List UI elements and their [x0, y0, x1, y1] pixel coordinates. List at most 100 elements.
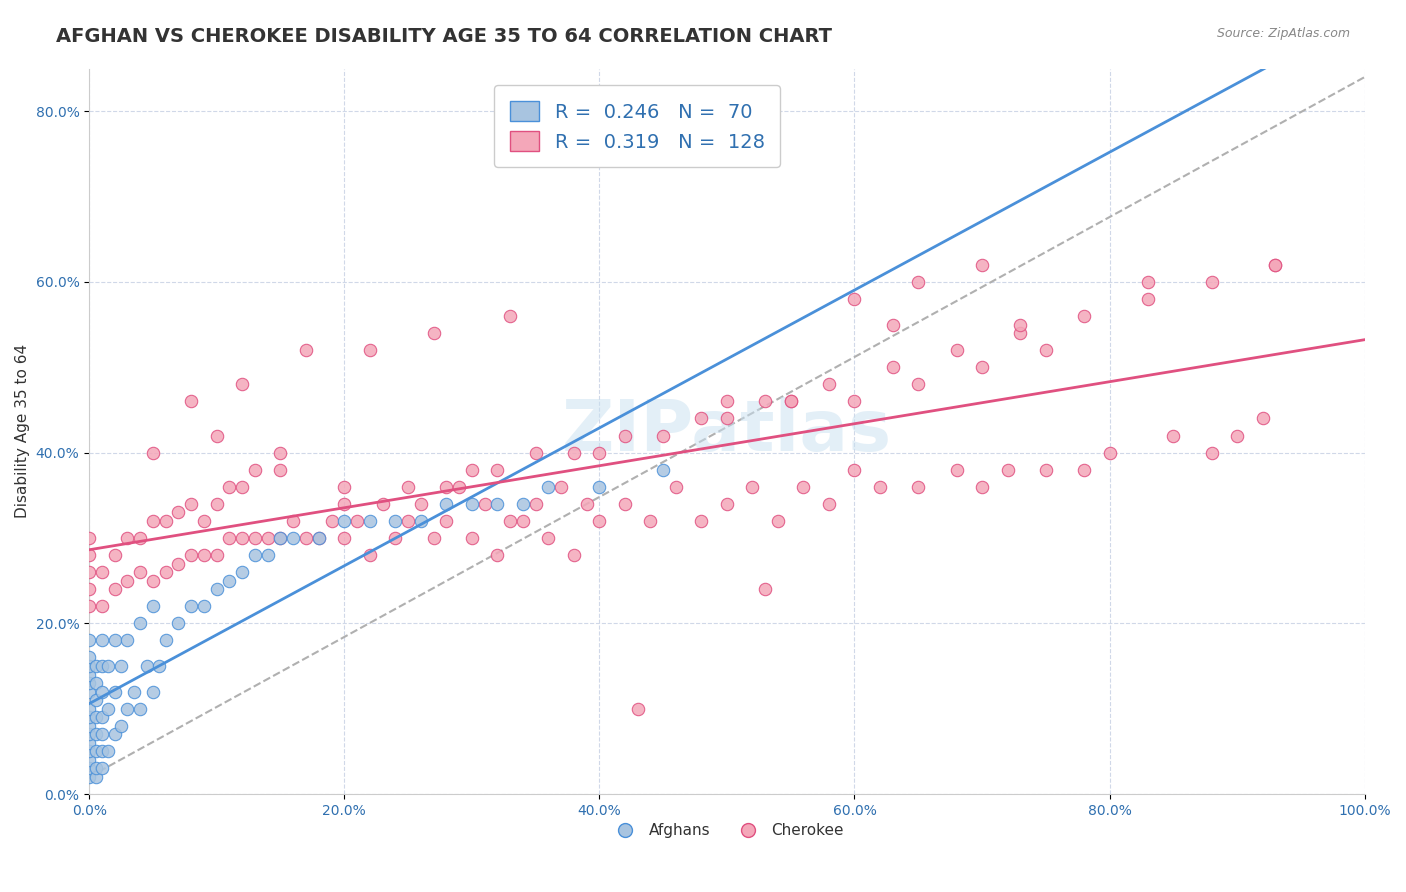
- Point: [231, 565, 253, 579]
- Point: [422, 531, 444, 545]
- Point: [231, 480, 253, 494]
- Point: [142, 514, 165, 528]
- Point: [104, 582, 127, 597]
- Point: [690, 514, 713, 528]
- Point: [110, 719, 132, 733]
- Point: [945, 463, 967, 477]
- Point: [77, 753, 100, 767]
- Point: [588, 445, 610, 459]
- Point: [283, 531, 305, 545]
- Point: [77, 744, 100, 758]
- Point: [997, 463, 1019, 477]
- Point: [129, 616, 152, 631]
- Point: [218, 480, 240, 494]
- Text: ZIPatlas: ZIPatlas: [562, 397, 891, 466]
- Point: [243, 463, 266, 477]
- Point: [1010, 326, 1032, 340]
- Point: [907, 377, 929, 392]
- Point: [77, 736, 100, 750]
- Point: [499, 309, 522, 323]
- Point: [384, 514, 406, 528]
- Point: [193, 548, 215, 562]
- Point: [84, 659, 107, 673]
- Point: [766, 514, 789, 528]
- Point: [167, 505, 190, 519]
- Point: [104, 633, 127, 648]
- Point: [308, 531, 330, 545]
- Point: [844, 463, 866, 477]
- Point: [117, 531, 139, 545]
- Point: [129, 531, 152, 545]
- Point: [665, 480, 688, 494]
- Point: [970, 360, 993, 375]
- Point: [1073, 463, 1095, 477]
- Point: [77, 727, 100, 741]
- Point: [716, 411, 738, 425]
- Point: [537, 531, 560, 545]
- Point: [588, 514, 610, 528]
- Point: [396, 514, 419, 528]
- Point: [359, 548, 381, 562]
- Point: [970, 258, 993, 272]
- Point: [77, 599, 100, 614]
- Point: [243, 548, 266, 562]
- Point: [77, 667, 100, 681]
- Point: [104, 548, 127, 562]
- Point: [142, 599, 165, 614]
- Point: [652, 428, 675, 442]
- Point: [1035, 463, 1057, 477]
- Point: [588, 480, 610, 494]
- Point: [97, 744, 120, 758]
- Point: [434, 514, 457, 528]
- Point: [434, 480, 457, 494]
- Point: [486, 497, 509, 511]
- Point: [359, 514, 381, 528]
- Point: [907, 275, 929, 289]
- Point: [308, 531, 330, 545]
- Point: [333, 480, 356, 494]
- Point: [77, 719, 100, 733]
- Point: [1010, 318, 1032, 332]
- Point: [117, 574, 139, 588]
- Point: [333, 514, 356, 528]
- Point: [218, 574, 240, 588]
- Point: [434, 497, 457, 511]
- Point: [461, 531, 484, 545]
- Point: [333, 531, 356, 545]
- Point: [148, 659, 170, 673]
- Point: [84, 761, 107, 775]
- Point: [1201, 275, 1223, 289]
- Point: [84, 770, 107, 784]
- Point: [524, 497, 547, 511]
- Point: [524, 445, 547, 459]
- Point: [231, 531, 253, 545]
- Point: [907, 480, 929, 494]
- Point: [84, 693, 107, 707]
- Point: [486, 463, 509, 477]
- Point: [422, 326, 444, 340]
- Point: [77, 770, 100, 784]
- Point: [371, 497, 394, 511]
- Point: [792, 480, 814, 494]
- Point: [231, 377, 253, 392]
- Point: [652, 463, 675, 477]
- Point: [97, 659, 120, 673]
- Point: [461, 463, 484, 477]
- Point: [640, 514, 662, 528]
- Point: [155, 514, 177, 528]
- Point: [155, 565, 177, 579]
- Point: [447, 480, 470, 494]
- Point: [77, 531, 100, 545]
- Point: [613, 428, 636, 442]
- Point: [741, 480, 763, 494]
- Point: [90, 599, 112, 614]
- Point: [321, 514, 343, 528]
- Point: [779, 394, 801, 409]
- Point: [104, 727, 127, 741]
- Point: [882, 318, 904, 332]
- Point: [218, 531, 240, 545]
- Point: [1035, 343, 1057, 358]
- Point: [627, 701, 650, 715]
- Point: [512, 514, 534, 528]
- Point: [77, 582, 100, 597]
